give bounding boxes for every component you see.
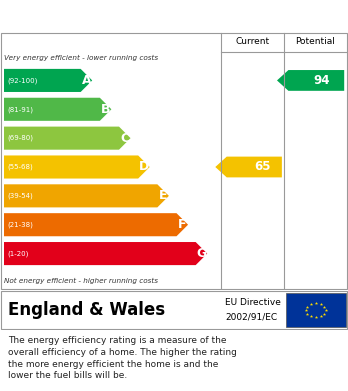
Polygon shape — [4, 98, 111, 121]
Text: 2002/91/EC: 2002/91/EC — [225, 313, 277, 322]
Text: D: D — [139, 160, 149, 174]
Polygon shape — [4, 127, 130, 150]
Text: England & Wales: England & Wales — [8, 301, 165, 319]
Text: 94: 94 — [314, 74, 330, 87]
Polygon shape — [4, 242, 207, 265]
Text: G: G — [196, 247, 207, 260]
Polygon shape — [4, 69, 92, 92]
Polygon shape — [215, 157, 282, 178]
Text: (39-54): (39-54) — [7, 193, 33, 199]
Text: Current: Current — [235, 38, 269, 47]
Text: Not energy efficient - higher running costs: Not energy efficient - higher running co… — [4, 278, 158, 284]
Polygon shape — [4, 213, 188, 236]
Text: (92-100): (92-100) — [7, 77, 37, 84]
Text: (69-80): (69-80) — [7, 135, 33, 142]
Text: EU Directive: EU Directive — [225, 298, 281, 307]
Text: A: A — [82, 74, 91, 87]
Text: B: B — [101, 103, 110, 116]
Text: (21-38): (21-38) — [7, 221, 33, 228]
Text: (81-91): (81-91) — [7, 106, 33, 113]
Polygon shape — [277, 70, 344, 91]
Text: (1-20): (1-20) — [7, 250, 29, 257]
Text: Energy Efficiency Rating: Energy Efficiency Rating — [10, 9, 232, 23]
Text: 65: 65 — [254, 160, 271, 174]
Polygon shape — [4, 156, 150, 179]
Text: Potential: Potential — [295, 38, 335, 47]
Polygon shape — [4, 184, 169, 207]
Bar — [286, 293, 346, 327]
Text: E: E — [159, 189, 167, 203]
Text: C: C — [120, 132, 129, 145]
Text: The energy efficiency rating is a measure of the
overall efficiency of a home. T: The energy efficiency rating is a measur… — [8, 336, 237, 380]
Text: Very energy efficient - lower running costs: Very energy efficient - lower running co… — [4, 55, 158, 61]
Text: (55-68): (55-68) — [7, 164, 33, 170]
Text: F: F — [178, 218, 187, 231]
